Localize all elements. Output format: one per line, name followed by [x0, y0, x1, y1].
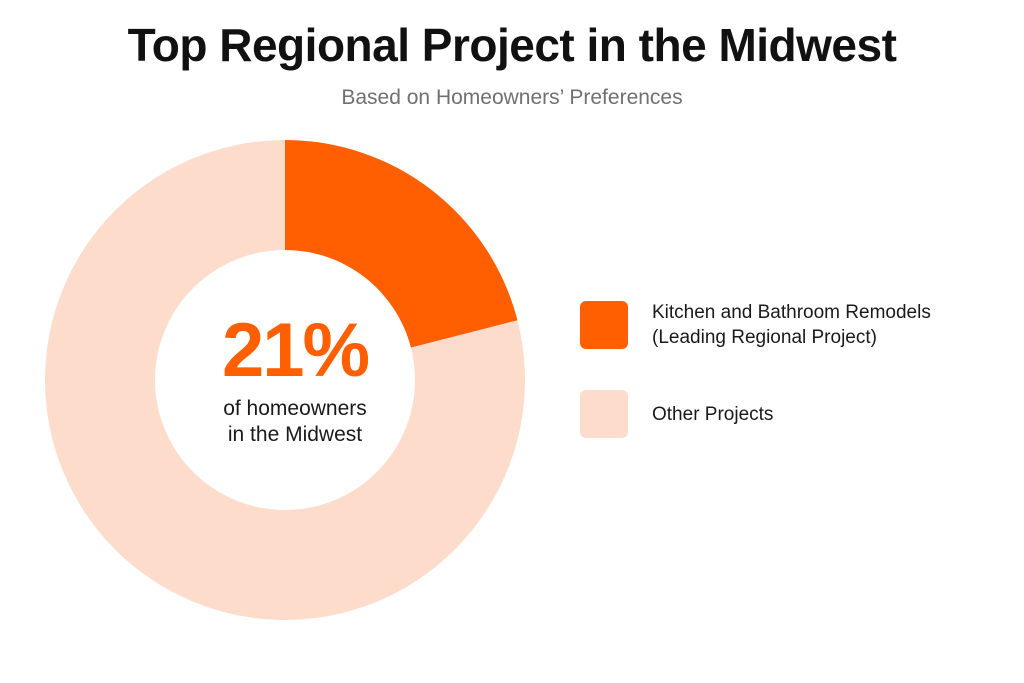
legend-label-kitchen-bathroom: Kitchen and Bathroom Remodels (Leading R…: [652, 300, 931, 350]
chart-subtitle: Based on Homeowners’ Preferences: [341, 86, 683, 109]
donut-slice-kitchen-bathroom: [285, 140, 518, 348]
donut-slice-other-projects: [45, 140, 526, 620]
chart-legend: Kitchen and Bathroom Remodels (Leading R…: [580, 300, 1000, 438]
center-caption-line-1: of homeowners: [223, 397, 367, 420]
legend-item-other-projects: Other Projects: [580, 390, 1000, 438]
legend-swatch-other-projects: [580, 390, 628, 438]
legend-label-line-2: (Leading Regional Project): [652, 327, 877, 348]
chart-title: Top Regional Project in the Midwest: [127, 19, 897, 71]
legend-label-other-projects: Other Projects: [652, 402, 773, 427]
center-caption-line-2: in the Midwest: [227, 423, 363, 446]
donut-chart: [45, 140, 526, 620]
donut-slices: [45, 140, 526, 620]
center-caption: of homeowners in the Midwest: [145, 396, 445, 448]
center-value: 21%: [221, 308, 370, 393]
legend-label-line-other: Other Projects: [652, 403, 774, 425]
legend-swatch-kitchen-bathroom: [580, 301, 628, 349]
legend-label-line-1: Kitchen and Bathroom Remodels: [652, 302, 931, 323]
legend-item-kitchen-bathroom: Kitchen and Bathroom Remodels (Leading R…: [580, 300, 1000, 350]
